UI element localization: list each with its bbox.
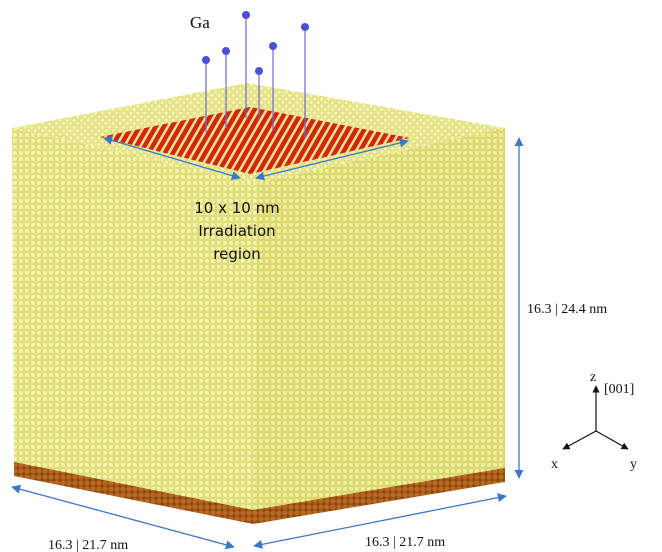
irradiation-arrow-left [103, 135, 241, 181]
right-face-shade [253, 128, 505, 518]
width-x-label: 16.3 | 21.7 nm [48, 538, 128, 552]
axis-z-label: z [590, 370, 596, 385]
ga-ion [242, 11, 250, 19]
irradiation-arrow-right [255, 138, 409, 181]
axis-x-label: x [551, 457, 558, 472]
width-y-arrow [253, 493, 507, 549]
axis-direction-label: [001] [604, 382, 634, 397]
ga-ion [222, 47, 230, 55]
ga-ion [269, 42, 277, 50]
right-face [253, 128, 505, 518]
irradiation-label-1: 10 x 10 nm [194, 199, 279, 217]
ga-ion [301, 23, 309, 31]
irradiation-label-2: Irradiation [198, 222, 275, 240]
width-y-label: 16.3 | 21.7 nm [365, 535, 445, 550]
atom-crystal-block [12, 83, 505, 524]
ga-ion [255, 67, 263, 75]
ga-ions [202, 11, 309, 138]
left-face-shade [12, 128, 258, 518]
ion-label: Ga [190, 13, 210, 32]
ga-ion [202, 56, 210, 64]
width-x-arrow [11, 484, 235, 550]
height-label: 16.3 | 24.4 nm [527, 302, 607, 317]
axis-y-label: y [630, 457, 637, 472]
irradiation-region [100, 107, 410, 174]
irradiation-label-3: region [213, 245, 260, 263]
left-face [12, 128, 258, 518]
axis-triad: z [001] x y [551, 370, 637, 472]
